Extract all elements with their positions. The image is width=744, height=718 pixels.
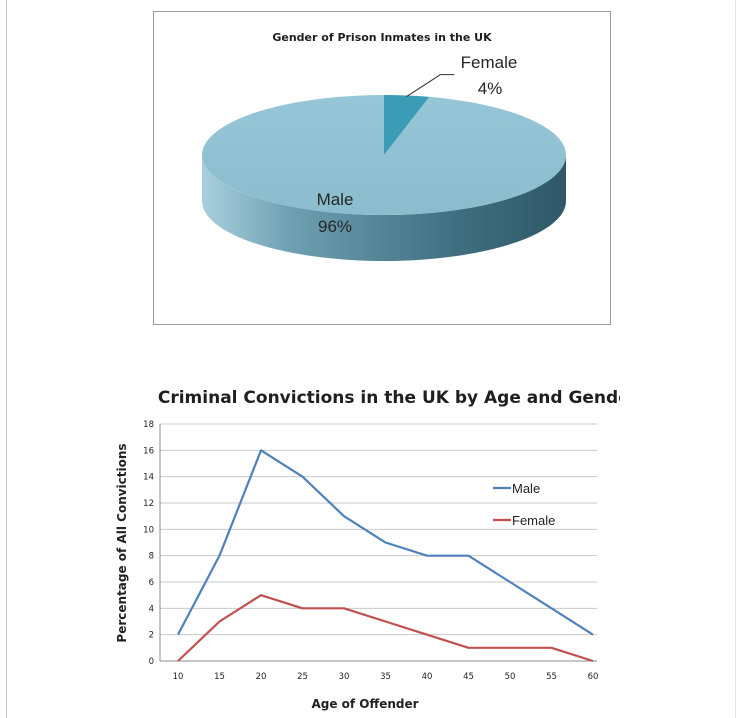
x-tick-label: 15 <box>214 672 225 682</box>
series-lines <box>177 449 594 663</box>
y-tick-label: 14 <box>143 473 154 483</box>
pie-label-female: Female <box>461 53 518 72</box>
line-chart-title: Criminal Convictions in the UK by Age an… <box>158 388 620 408</box>
y-tick-label: 2 <box>149 631 154 641</box>
x-tick-label: 40 <box>422 672 433 682</box>
y-tick-label: 8 <box>149 552 154 562</box>
pie-slice-male <box>202 95 567 216</box>
x-tick-label: 20 <box>256 672 267 682</box>
y-tick-label: 4 <box>149 604 154 614</box>
pie-slice-female <box>384 95 430 155</box>
x-tick-label: 55 <box>546 672 557 682</box>
series-line-female <box>177 594 594 663</box>
y-tick-label: 12 <box>143 499 154 509</box>
x-axis-ticks: 10 15 20 25 30 35 40 45 50 55 60 <box>173 672 599 682</box>
y-axis-title: Percentage of All Convictions <box>115 443 129 642</box>
pie-chart: Gender of Prison Inmates in the UK Femal… <box>202 31 567 261</box>
y-tick-label: 0 <box>149 657 154 667</box>
x-tick-label: 50 <box>505 672 516 682</box>
legend: Male Female <box>493 481 555 528</box>
gridlines <box>159 423 597 662</box>
line-chart: Criminal Convictions in the UK by Age an… <box>115 388 620 711</box>
pie-label-male: Male <box>317 190 354 209</box>
y-tick-label: 6 <box>149 578 154 588</box>
pie-chart-panel: Gender of Prison Inmates in the UK Femal… <box>153 11 611 325</box>
x-tick-label: 25 <box>297 672 308 682</box>
pie-side-wall <box>202 155 566 261</box>
pie-value-female: 4% <box>478 79 503 98</box>
page-frame <box>6 0 736 718</box>
x-tick-label: 45 <box>463 672 474 682</box>
legend-label-female: Female <box>512 513 555 528</box>
y-tick-label: 16 <box>143 446 154 456</box>
pie-chart-title: Gender of Prison Inmates in the UK <box>272 31 492 44</box>
pie-value-male: 96% <box>318 217 352 236</box>
x-tick-label: 60 <box>588 672 599 682</box>
y-tick-label: 18 <box>143 420 154 430</box>
x-tick-label: 10 <box>173 672 184 682</box>
pie-leader-line <box>406 74 455 98</box>
x-tick-label: 35 <box>380 672 391 682</box>
legend-label-male: Male <box>512 481 540 496</box>
series-line-male <box>177 449 594 636</box>
x-axis-title: Age of Offender <box>311 697 418 711</box>
y-axis-ticks: 0 2 4 6 8 10 12 14 16 18 <box>143 420 154 667</box>
x-tick-label: 30 <box>339 672 350 682</box>
y-tick-label: 10 <box>143 525 154 535</box>
